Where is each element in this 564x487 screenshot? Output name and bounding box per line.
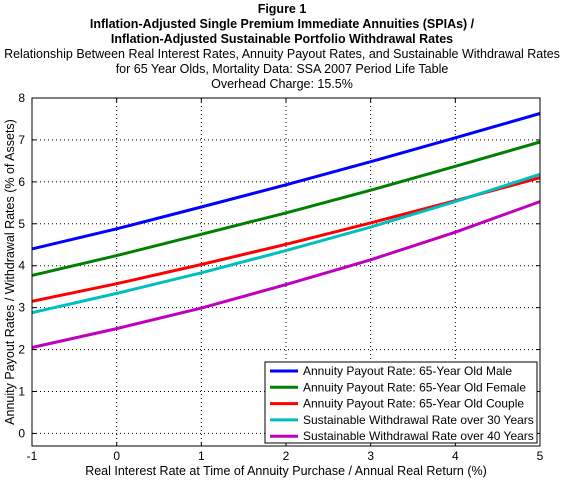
y-tick-label: 0 — [18, 426, 25, 440]
chart-subtitle-line-4: for 65 Year Olds, Mortality Data: SSA 20… — [115, 62, 449, 76]
y-tick-label: 2 — [18, 343, 25, 357]
x-tick-label: 5 — [537, 449, 544, 463]
y-tick-label: 8 — [18, 91, 25, 105]
x-tick-label: -1 — [27, 449, 38, 463]
series-layer — [31, 112, 541, 349]
chart-subtitle-line-5: Overhead Charge: 15.5% — [211, 77, 353, 91]
chart-legend: Annuity Payout Rate: 65-Year Old Male Ann… — [264, 361, 538, 444]
grid-layer — [32, 98, 540, 446]
x-tick-label: 0 — [113, 449, 120, 463]
y-tick-label: 3 — [18, 301, 25, 315]
y-tick-label: 4 — [18, 259, 25, 273]
chart-subtitle-line-1: Inflation-Adjusted Single Premium Immedi… — [89, 17, 475, 31]
chart-titles: Figure 1 Inflation-Adjusted Single Premi… — [0, 2, 564, 92]
x-axis-label: Real Interest Rate at Time of Annuity Pu… — [85, 464, 487, 478]
legend-label: Annuity Payout Rate: 65-Year Old Male — [303, 364, 512, 378]
x-tick-label: 4 — [452, 449, 459, 463]
y-tick-label: 6 — [18, 175, 25, 189]
y-axis-label: Annuity Payout Rates / Withdrawal Rates … — [3, 119, 17, 425]
series-line-2 — [31, 140, 541, 277]
x-tick-label: 1 — [198, 449, 205, 463]
chart-title: Figure 1 — [257, 2, 307, 16]
legend-label: Annuity Payout Rate: 65-Year Old Female — [303, 380, 526, 394]
legend-box — [264, 361, 538, 444]
x-tick-label: 3 — [367, 449, 374, 463]
series-line-5 — [31, 200, 541, 349]
y-tick-label: 7 — [18, 133, 25, 147]
y-tick-label: 5 — [18, 217, 25, 231]
series-line-1 — [31, 112, 541, 251]
legend-label: Sustainable Withdrawal Rate over 30 Year… — [303, 413, 534, 427]
y-tick-label: 1 — [18, 384, 25, 398]
chart-subtitle-line-2: Inflation-Adjusted Sustainable Portfolio… — [110, 32, 454, 46]
x-tick-label: 2 — [283, 449, 290, 463]
chart-subtitle-line-3: Relationship Between Real Interest Rates… — [4, 47, 560, 61]
legend-label: Annuity Payout Rate: 65-Year Old Couple — [303, 397, 524, 411]
legend-label: Sustainable Withdrawal Rate over 40 Year… — [303, 429, 534, 443]
series-line-4 — [31, 172, 541, 315]
